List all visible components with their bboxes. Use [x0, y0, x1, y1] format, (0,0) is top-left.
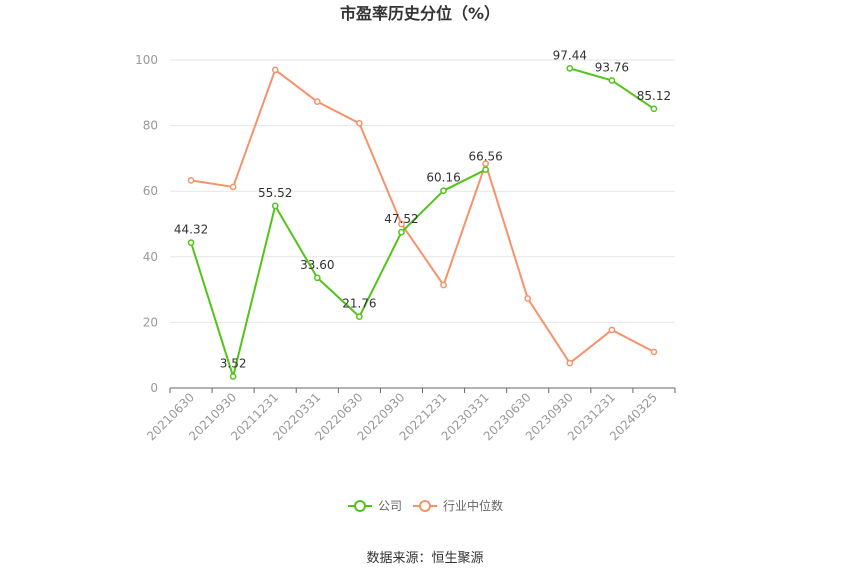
legend-marker	[354, 500, 366, 512]
data-point	[440, 281, 447, 289]
data-label: 66.56	[468, 150, 502, 164]
data-point	[566, 359, 574, 367]
data-labels: 44.32 3.52 55.52 33.60 21.76 47.52 60.16 66.56 9…	[174, 48, 671, 370]
data-point	[566, 65, 574, 72]
data-label: 55.52	[258, 186, 292, 200]
legend-item-company[interactable]: 公司	[348, 499, 402, 513]
data-label: 97.44	[553, 48, 587, 62]
data-point	[356, 313, 363, 320]
data-point	[440, 187, 447, 195]
data-point	[482, 166, 489, 174]
data-point	[650, 348, 658, 356]
y-tick-label: 0	[150, 381, 158, 395]
data-point	[187, 177, 195, 184]
series-line	[190, 168, 487, 378]
data-label: 44.32	[174, 223, 208, 237]
data-point	[229, 183, 237, 191]
legend-item-industry-median[interactable]: 行业中位数	[413, 498, 503, 513]
data-point	[608, 77, 616, 84]
series-line	[190, 68, 655, 365]
data-label: 85.12	[637, 89, 671, 103]
series-company	[187, 65, 658, 380]
legend-marker	[419, 500, 431, 512]
series-layer	[187, 65, 658, 380]
y-tick-label: 20	[143, 315, 158, 329]
data-point	[313, 274, 321, 282]
y-tick-label: 40	[143, 250, 158, 264]
data-point	[608, 326, 616, 334]
y-tick-label: 60	[143, 184, 158, 198]
data-point	[271, 202, 279, 210]
data-point	[356, 119, 363, 127]
data-point	[313, 98, 321, 106]
y-axis: 0 20 40 60 80 100	[135, 53, 158, 395]
data-label: 21.76	[342, 297, 376, 311]
series-industry-median	[187, 66, 658, 367]
data-point	[482, 160, 489, 167]
data-point	[398, 220, 405, 228]
data-point	[524, 295, 532, 302]
legend-label: 行业中位数	[443, 498, 503, 513]
data-label: 93.76	[595, 60, 629, 74]
grid-lines	[170, 59, 675, 323]
chart-title: 市盈率历史分位（%）	[340, 4, 500, 23]
x-axis: 2021063020210930202112312022033120220630…	[144, 387, 676, 443]
data-point	[650, 105, 658, 113]
legend-label: 公司	[378, 499, 402, 513]
data-point	[187, 239, 195, 246]
y-tick-label: 80	[143, 119, 158, 133]
data-point	[271, 66, 279, 74]
data-label: 47.52	[384, 212, 418, 226]
data-label: 60.16	[426, 171, 460, 185]
data-point	[398, 228, 405, 236]
data-point	[229, 373, 237, 380]
legend[interactable]: 公司 行业中位数	[348, 498, 503, 513]
data-label: 3.52	[220, 356, 247, 370]
data-label: 33.60	[300, 258, 334, 272]
source-note: 数据来源：恒生聚源	[366, 551, 483, 566]
y-tick-label: 100	[135, 53, 158, 67]
